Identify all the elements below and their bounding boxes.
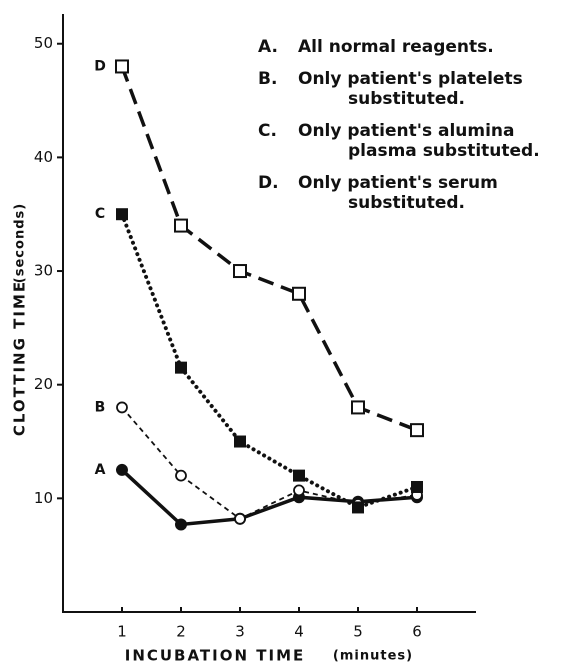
marker: [293, 484, 305, 497]
y-axis-title: CLOTTING TIME (seconds): [11, 203, 29, 436]
marker: [352, 501, 364, 514]
legend-text: All normal reagents.: [298, 37, 494, 57]
x-tick-label: 4: [294, 623, 304, 641]
legend-text: Only patient's serum: [298, 173, 498, 193]
y-tick-label: 20: [34, 375, 53, 393]
marker: [234, 435, 246, 448]
series-line: [121, 406, 418, 520]
marker: [115, 59, 129, 74]
marker: [293, 469, 305, 482]
marker: [411, 480, 423, 493]
marker: [233, 264, 247, 279]
marker: [351, 400, 365, 415]
series-label: B: [95, 399, 106, 415]
y-label: CLOTTING TIME: [11, 280, 29, 436]
legend-key: A.: [258, 37, 278, 57]
series-label: A: [95, 462, 106, 478]
series-line: [120, 65, 418, 432]
legend-text: Only patient's alumina: [298, 121, 515, 141]
marker: [175, 469, 187, 482]
x-tick-label: 1: [117, 623, 127, 641]
marker: [116, 401, 128, 414]
x-unit: (minutes): [333, 649, 413, 664]
x-tick-label: 2: [176, 623, 186, 641]
marker: [116, 208, 128, 221]
legend-text: substituted.: [348, 89, 465, 109]
y-unit: (seconds): [13, 203, 28, 283]
y-tick-label: 10: [34, 489, 53, 507]
marker: [292, 286, 306, 301]
legend-text: Only patient's platelets: [298, 69, 523, 89]
marker: [116, 463, 128, 476]
marker: [410, 423, 424, 438]
marker: [175, 518, 187, 531]
y-tick-label: 50: [34, 34, 53, 52]
marker: [175, 361, 187, 374]
legend-text: plasma substituted.: [348, 141, 540, 161]
marker: [174, 218, 188, 233]
legend-key: C.: [258, 121, 277, 141]
legend-key: B.: [258, 69, 277, 89]
series-line: [120, 468, 418, 527]
series-label: C: [95, 206, 105, 222]
x-label: INCUBATION TIME: [125, 647, 306, 665]
legend-key: D.: [258, 173, 279, 193]
marker: [234, 512, 246, 525]
legend-text: substituted.: [348, 193, 465, 213]
series-line: [120, 212, 419, 510]
series-label: D: [94, 58, 106, 74]
x-tick-label: 3: [235, 623, 245, 641]
x-tick-label: 6: [412, 623, 422, 641]
y-tick-label: 40: [34, 148, 53, 166]
x-tick-label: 5: [353, 623, 363, 641]
y-tick-label: 30: [34, 262, 53, 280]
